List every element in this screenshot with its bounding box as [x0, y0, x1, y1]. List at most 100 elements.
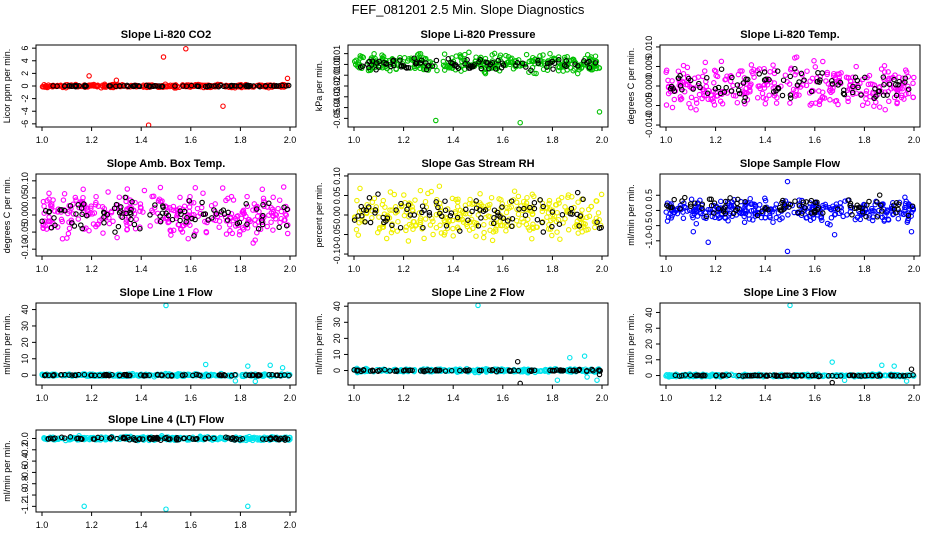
data-point [472, 219, 478, 226]
data-point [398, 200, 404, 207]
y-tick-label: -0.8 [20, 476, 30, 492]
data-point [428, 188, 435, 195]
data-point [538, 61, 544, 67]
data-point [122, 194, 129, 201]
data-point [275, 205, 281, 212]
data-point [351, 217, 358, 223]
x-tick-label: 2.0 [596, 135, 609, 145]
data-point [473, 205, 480, 211]
data-point [888, 206, 894, 212]
outlier-point [475, 303, 481, 309]
outlier-point [596, 371, 603, 378]
data-point [157, 213, 163, 219]
data-point [828, 207, 835, 213]
data-point [786, 204, 792, 210]
data-point [771, 206, 777, 212]
data-point [473, 233, 479, 239]
data-point [140, 209, 146, 215]
chart-panel-10: Slope Line 4 (LT) Flow ml/min per min. 0.0… [2, 414, 297, 530]
outlier-point [252, 378, 259, 385]
x-tick-label: 1.0 [348, 264, 361, 274]
data-point [417, 217, 423, 223]
data-point [236, 231, 243, 238]
data-point [141, 187, 148, 194]
data-point [66, 225, 73, 232]
data-point [411, 367, 417, 374]
data-point [470, 63, 476, 70]
panel-title: Slope Line 2 Flow [432, 287, 525, 299]
data-point [718, 58, 725, 65]
data-point [407, 367, 414, 373]
data-point [844, 87, 851, 93]
data-point [544, 214, 550, 220]
data-point [278, 215, 284, 222]
data-point [750, 217, 756, 223]
data-point [447, 213, 454, 219]
data-point [862, 74, 868, 81]
data-point [412, 223, 419, 229]
y-tick-label: 40 [332, 301, 342, 311]
data-point [383, 218, 389, 224]
data-point [423, 367, 429, 374]
data-point [417, 219, 424, 226]
data-point [467, 196, 473, 203]
x-tick-label: 1.2 [397, 393, 410, 403]
panel-title: Slope Sample Flow [740, 158, 841, 170]
data-point [503, 209, 510, 216]
data-point [858, 92, 864, 98]
data-point [443, 223, 450, 229]
data-point [237, 83, 243, 89]
data-point [845, 98, 851, 105]
data-point [269, 371, 275, 378]
chart-panel-8: Slope Line 2 Flow ml/min per min. 0 10 20 30 4… [314, 287, 609, 403]
data-point [562, 204, 568, 210]
data-point [781, 206, 787, 212]
data-point [451, 367, 457, 373]
data-point [481, 229, 487, 236]
data-point [823, 78, 829, 84]
data-point [223, 231, 230, 237]
y-tick-label: -0.5 [644, 218, 654, 234]
data-point [787, 100, 793, 106]
data-point [708, 196, 714, 203]
data-point [454, 203, 461, 210]
x-tick-label: 1.8 [234, 520, 247, 530]
data-point [430, 231, 436, 238]
data-point [380, 214, 386, 221]
data-point [149, 193, 155, 200]
data-point [490, 220, 497, 227]
data-point [855, 84, 861, 91]
data-point [557, 236, 563, 242]
data-point [215, 83, 222, 90]
data-point [442, 207, 449, 214]
data-point [467, 63, 474, 69]
data-point [249, 435, 256, 441]
data-point [202, 436, 208, 442]
x-tick-label: 1.6 [497, 393, 510, 403]
data-point [901, 96, 907, 102]
data-point [553, 367, 560, 373]
data-point [911, 74, 917, 81]
data-point [802, 372, 808, 378]
data-point [441, 232, 447, 238]
data-point [371, 51, 377, 57]
data-point [476, 367, 483, 374]
data-point [562, 216, 568, 222]
data-point [355, 232, 362, 238]
data-point [852, 216, 859, 223]
data-point [213, 211, 220, 217]
data-point [694, 372, 700, 379]
outlier-point [81, 503, 87, 510]
data-point [876, 207, 882, 214]
data-point [764, 82, 771, 88]
data-point [746, 212, 752, 218]
data-point [592, 60, 599, 66]
data-point [426, 209, 433, 216]
data-point [741, 213, 747, 220]
data-point [283, 212, 289, 218]
data-point [699, 95, 705, 102]
data-point [809, 75, 816, 82]
y-axis-label: ml/min per min. [626, 313, 636, 375]
data-point [211, 435, 217, 442]
data-point [397, 224, 404, 231]
